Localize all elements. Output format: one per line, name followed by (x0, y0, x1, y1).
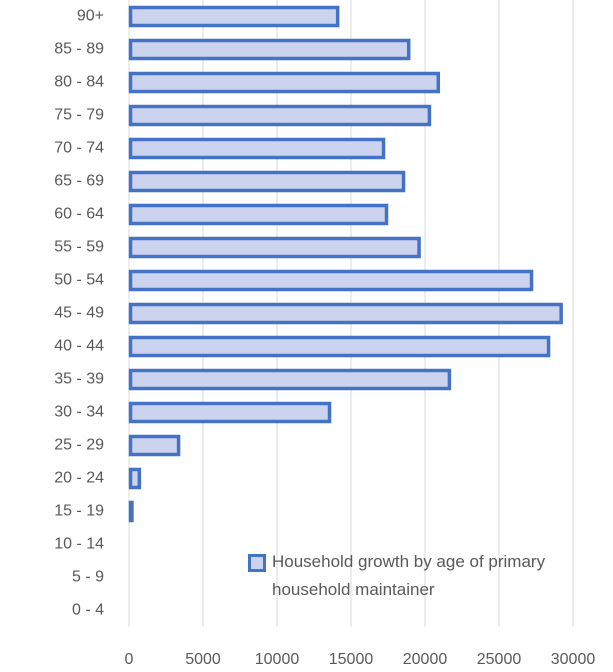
bar (128, 467, 142, 490)
bar (128, 236, 421, 259)
bar (128, 38, 411, 61)
legend-swatch (248, 554, 266, 572)
x-tick-label: 30000 (551, 651, 596, 668)
bar (128, 71, 441, 94)
y-tick-label: 55 - 59 (54, 239, 104, 256)
x-tick-label: 5000 (185, 651, 221, 668)
y-tick-label: 35 - 39 (54, 371, 104, 388)
y-tick-label: 85 - 89 (54, 41, 104, 58)
legend-label: Household growth by age of primary house… (272, 552, 546, 599)
bar (128, 500, 134, 523)
bar (128, 434, 181, 457)
y-tick-label: 80 - 84 (54, 74, 104, 91)
bar (128, 104, 432, 127)
bar (128, 137, 386, 160)
y-tick-label: 0 - 4 (72, 602, 104, 619)
y-tick-label: 20 - 24 (54, 470, 104, 487)
legend: Household growth by age of primary house… (248, 548, 578, 604)
y-tick-label: 10 - 14 (54, 536, 104, 553)
y-tick-label: 30 - 34 (54, 404, 104, 421)
bar (128, 5, 340, 28)
x-tick-label: 25000 (477, 651, 522, 668)
bar (128, 170, 406, 193)
y-tick-label: 45 - 49 (54, 305, 104, 322)
x-tick-label: 15000 (329, 651, 374, 668)
y-tick-label: 60 - 64 (54, 206, 104, 223)
bar (128, 335, 551, 358)
y-tick-label: 15 - 19 (54, 503, 104, 520)
y-tick-label: 65 - 69 (54, 173, 104, 190)
y-tick-label: 40 - 44 (54, 338, 104, 355)
y-tick-label: 50 - 54 (54, 272, 104, 289)
bar (128, 401, 332, 424)
y-tick-label: 5 - 9 (72, 569, 104, 586)
y-tick-label: 70 - 74 (54, 140, 104, 157)
x-tick-label: 0 (125, 651, 134, 668)
y-tick-label: 90+ (77, 8, 104, 25)
x-tick-label: 10000 (255, 651, 300, 668)
bar (128, 203, 389, 226)
x-tick-label: 20000 (403, 651, 448, 668)
y-tick-label: 75 - 79 (54, 107, 104, 124)
bar (128, 302, 563, 325)
bar (128, 368, 452, 391)
bar (128, 269, 534, 292)
y-tick-label: 25 - 29 (54, 437, 104, 454)
